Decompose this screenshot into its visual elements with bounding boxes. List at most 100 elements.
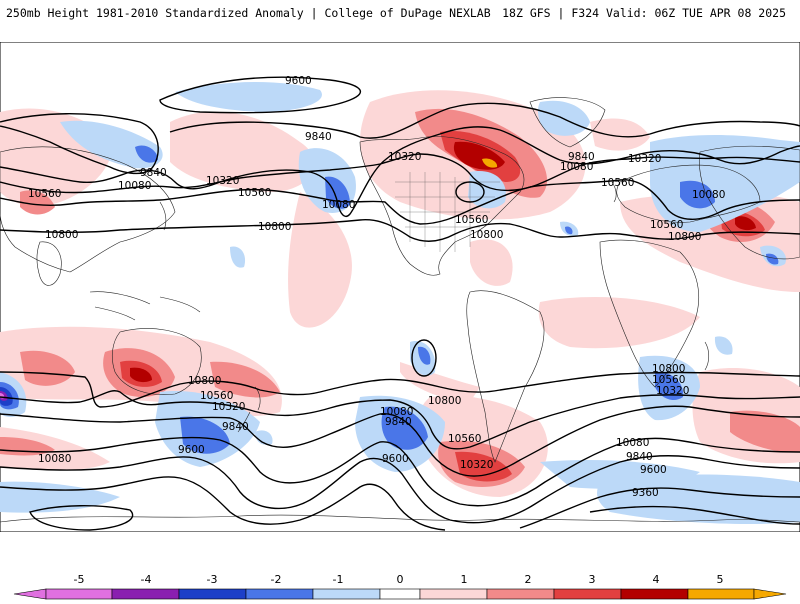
colorbar-segment xyxy=(111,588,180,600)
contour-label: 10560 xyxy=(448,433,481,445)
colorbar-tick-label: 2 xyxy=(524,573,532,586)
contour-labels: 9600 9840 9840 10080 10560 10320 10560 1… xyxy=(28,75,725,499)
contour-label: 10080 xyxy=(38,453,71,465)
contour-label: 10080 xyxy=(118,180,151,192)
height-contours xyxy=(0,76,800,531)
positive-5-areas xyxy=(482,158,498,168)
contour-label: 10560 xyxy=(238,187,271,199)
contour-9600-north xyxy=(159,76,362,114)
contour-label: 10320 xyxy=(460,459,493,471)
contour-label: 9600 xyxy=(640,464,667,476)
colorbar-tick-label: 3 xyxy=(588,573,596,586)
colorbar-segment xyxy=(419,588,488,600)
contour-label: 10080 xyxy=(616,437,649,449)
contour-label: 9840 xyxy=(385,416,412,428)
contour-label: 10320 xyxy=(212,401,245,413)
maritime-continent-outline xyxy=(89,291,201,321)
colorbar-graphic xyxy=(13,588,787,600)
coastlines xyxy=(0,97,800,523)
contour-9600-south xyxy=(0,476,800,531)
model-run-info: 18Z GFS | F324 Valid: 06Z TUE APR 08 202… xyxy=(502,6,786,20)
contour-closed-south-pacific xyxy=(29,505,134,531)
colorbar-segment xyxy=(312,588,381,600)
colorbar-segment xyxy=(486,588,555,600)
contour-label: 9600 xyxy=(178,444,205,456)
australia-outline xyxy=(111,328,202,395)
anomaly-map: 9600 9840 9840 10080 10560 10320 10560 1… xyxy=(0,42,800,532)
contour-9360-south xyxy=(589,505,800,525)
contour-label: 9600 xyxy=(285,75,312,87)
contour-label: 10560 xyxy=(650,219,683,231)
contour-label: 10080 xyxy=(692,189,725,201)
contour-label: 10800 xyxy=(652,363,685,375)
contour-label: 9360 xyxy=(632,487,659,499)
map-title: 250mb Height 1981-2010 Standardized Anom… xyxy=(6,6,491,20)
europe-outline xyxy=(616,164,761,223)
negative-2-areas xyxy=(0,145,779,454)
india-outline xyxy=(36,241,62,286)
contour-label: 9600 xyxy=(382,453,409,465)
colorbar-tick-label: -2 xyxy=(270,573,282,586)
colorbar-segment xyxy=(45,588,113,600)
contour-10320-north xyxy=(0,153,800,194)
contour-label: 10080 xyxy=(322,199,355,211)
political-borders xyxy=(395,172,500,252)
contour-label: 9840 xyxy=(140,167,167,179)
contour-label: 10800 xyxy=(45,229,78,241)
colorbar-tick-label: -3 xyxy=(206,573,218,586)
contour-9840-north xyxy=(0,102,800,175)
colorbar-tick-label: -4 xyxy=(140,573,152,586)
asia-outline xyxy=(0,146,176,273)
contour-label: 10080 xyxy=(560,161,593,173)
contour-label: 9840 xyxy=(222,421,249,433)
colorbar-tick-label: 0 xyxy=(396,573,404,586)
antarctica-outline xyxy=(0,514,800,523)
colorbar-segment xyxy=(178,588,247,600)
contour-label: 10560 xyxy=(652,374,685,386)
contour-label: 10560 xyxy=(200,390,233,402)
contour-label: 10320 xyxy=(628,153,661,165)
colorbar: -5 -4 -3 -2 -1 0 1 2 3 4 5 xyxy=(0,573,800,600)
contour-label: 10320 xyxy=(206,175,239,187)
colorbar-segment xyxy=(13,588,47,600)
uk-outline xyxy=(611,181,617,203)
colorbar-tick-label: -1 xyxy=(332,573,344,586)
contour-label: 10320 xyxy=(656,385,689,397)
contour-label: 10800 xyxy=(668,231,701,243)
contour-label: 9840 xyxy=(626,451,653,463)
contour-label: 10800 xyxy=(258,221,291,233)
contour-label: 10800 xyxy=(428,395,461,407)
colorbar-segment xyxy=(245,588,314,600)
colorbar-segment xyxy=(379,588,421,600)
contour-10800-north xyxy=(0,219,800,242)
colorbar-segment xyxy=(753,588,787,600)
asia-outline-east xyxy=(698,145,800,260)
contour-label: 9840 xyxy=(568,151,595,163)
contour-label: 10800 xyxy=(188,375,221,387)
contour-10080-north xyxy=(0,126,800,218)
contour-label: 10560 xyxy=(601,177,634,189)
contour-10560-north xyxy=(0,179,800,225)
contour-closed-east-pacific xyxy=(411,339,437,377)
contour-10080-south xyxy=(0,436,800,507)
africa-outline xyxy=(599,239,700,388)
greenland-outline xyxy=(529,97,606,148)
contour-10560-south xyxy=(0,390,800,450)
contour-label: 10320 xyxy=(388,151,421,163)
contour-closed-us xyxy=(455,181,485,203)
contour-label: 9840 xyxy=(305,131,332,143)
contour-9840-south xyxy=(0,455,800,524)
colorbar-segment xyxy=(553,588,622,600)
madagascar-outline xyxy=(704,341,710,371)
contour-10320-south xyxy=(0,405,800,477)
contour-label: 10800 xyxy=(470,229,503,241)
contour-label: 10560 xyxy=(455,214,488,226)
colorbar-segment xyxy=(687,588,755,600)
contour-label: 10560 xyxy=(28,188,61,200)
colorbar-tick-label: 5 xyxy=(716,573,724,586)
anomaly-shading xyxy=(0,81,800,524)
colorbar-tick-label: 1 xyxy=(460,573,468,586)
colorbar-tick-label: 4 xyxy=(652,573,660,586)
colorbar-tick-label: -5 xyxy=(73,573,85,586)
contour-label: 10080 xyxy=(380,406,413,418)
